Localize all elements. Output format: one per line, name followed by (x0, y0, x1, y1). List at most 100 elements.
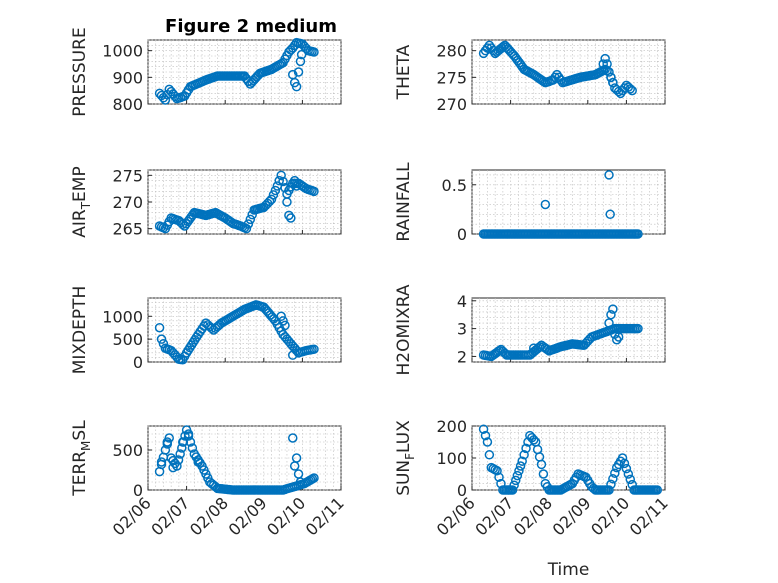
x-tick-label: 02/07 (471, 493, 517, 539)
y-axis-label: RAINFALL (394, 162, 414, 242)
subplot-rainfall: 0 0.5 RAINFALL (394, 162, 666, 244)
y-tick-label: 500 (112, 330, 143, 349)
data-point (177, 443, 187, 453)
data-point (168, 462, 178, 473)
y-tick-label: 275 (112, 166, 143, 185)
data-point (606, 479, 616, 490)
data-point (206, 323, 217, 334)
x-tick-label: 02/09 (225, 493, 271, 539)
data-point (538, 469, 549, 479)
data-point (608, 304, 618, 314)
y-tick-label: 800 (112, 95, 143, 114)
y-tick-label: 900 (112, 68, 143, 87)
data-point (276, 170, 286, 181)
data-point (550, 72, 560, 83)
data-point (517, 456, 527, 466)
data-point (608, 77, 618, 88)
data-point (480, 430, 491, 441)
x-axis-label: Time (547, 560, 590, 580)
data-point (536, 459, 547, 470)
data-point (627, 85, 637, 96)
data-point (633, 229, 643, 239)
data-point (613, 332, 624, 342)
data-point (610, 468, 620, 478)
data-point (519, 450, 529, 460)
data-point (623, 469, 634, 479)
subplot-air-temp: 265 270 275 AIRTEMP (70, 166, 342, 239)
data-point (625, 84, 636, 94)
data-point (510, 475, 521, 486)
x-tick-label: 02/11 (302, 493, 348, 539)
data-point (492, 466, 502, 476)
data-point (604, 318, 614, 328)
data-point (270, 185, 281, 196)
data-point (187, 443, 198, 453)
data-point (309, 47, 319, 57)
subplot-theta: 270 275 280 THETA (394, 39, 666, 114)
data-point (243, 219, 254, 229)
data-point (154, 322, 165, 333)
data-point (278, 316, 288, 326)
x-tick-label: 02/10 (263, 493, 309, 539)
data-point (512, 470, 523, 481)
data-point (482, 43, 493, 53)
y-tick-label: 265 (112, 220, 143, 239)
data-point (175, 449, 185, 459)
data-point (621, 463, 632, 474)
data-point (291, 81, 302, 92)
figure-title: Figure 2 medium (165, 16, 337, 37)
y-tick-label: 270 (436, 95, 467, 114)
y-axis-label: TERRMSL (70, 420, 93, 497)
y-tick-label: 0 (133, 481, 143, 500)
data-point (241, 223, 252, 234)
data-point (540, 199, 551, 210)
subplot-mixdepth: 0 500 1000 MIXDEPTH (70, 286, 342, 374)
data-point (604, 485, 614, 495)
x-tick-label: 02/06 (109, 493, 155, 539)
data-point (529, 343, 539, 353)
data-point (600, 53, 610, 64)
data-point (507, 485, 518, 495)
data-point (266, 194, 277, 205)
data-point (286, 213, 296, 223)
data-point (296, 49, 307, 60)
x-tick-label: 02/06 (433, 493, 479, 539)
data-point (177, 437, 188, 447)
data-point (606, 309, 616, 320)
y-tick-label: 500 (112, 441, 143, 460)
data-point (162, 437, 173, 447)
y-axis-label: AIRTEMP (70, 166, 93, 237)
data-point (606, 72, 616, 83)
data-point (598, 59, 608, 69)
data-point (529, 435, 539, 445)
y-tick-label: 100 (436, 449, 467, 468)
y-tick-label: 270 (112, 193, 143, 212)
y-tick-label: 1000 (102, 42, 143, 61)
data-point (652, 485, 663, 495)
data-point (291, 181, 302, 191)
data-point (268, 190, 279, 200)
x-tick-label: 02/08 (186, 493, 232, 539)
data-point (602, 59, 612, 69)
y-tick-label: 0 (457, 481, 467, 500)
data-point (291, 453, 302, 463)
data-point (193, 457, 203, 467)
data-point (515, 461, 526, 471)
data-point (183, 429, 194, 439)
data-point (625, 474, 636, 485)
data-point (177, 219, 188, 229)
data-point (309, 186, 319, 197)
y-tick-label: 0 (133, 353, 143, 372)
data-point (288, 433, 298, 443)
data-point (619, 458, 630, 469)
data-point (494, 472, 504, 482)
data-point (274, 175, 284, 186)
axes-box (471, 169, 666, 235)
y-tick-label: 275 (436, 68, 467, 87)
y-axis-label: SUNFLUX (394, 420, 417, 496)
data-point (156, 457, 167, 467)
